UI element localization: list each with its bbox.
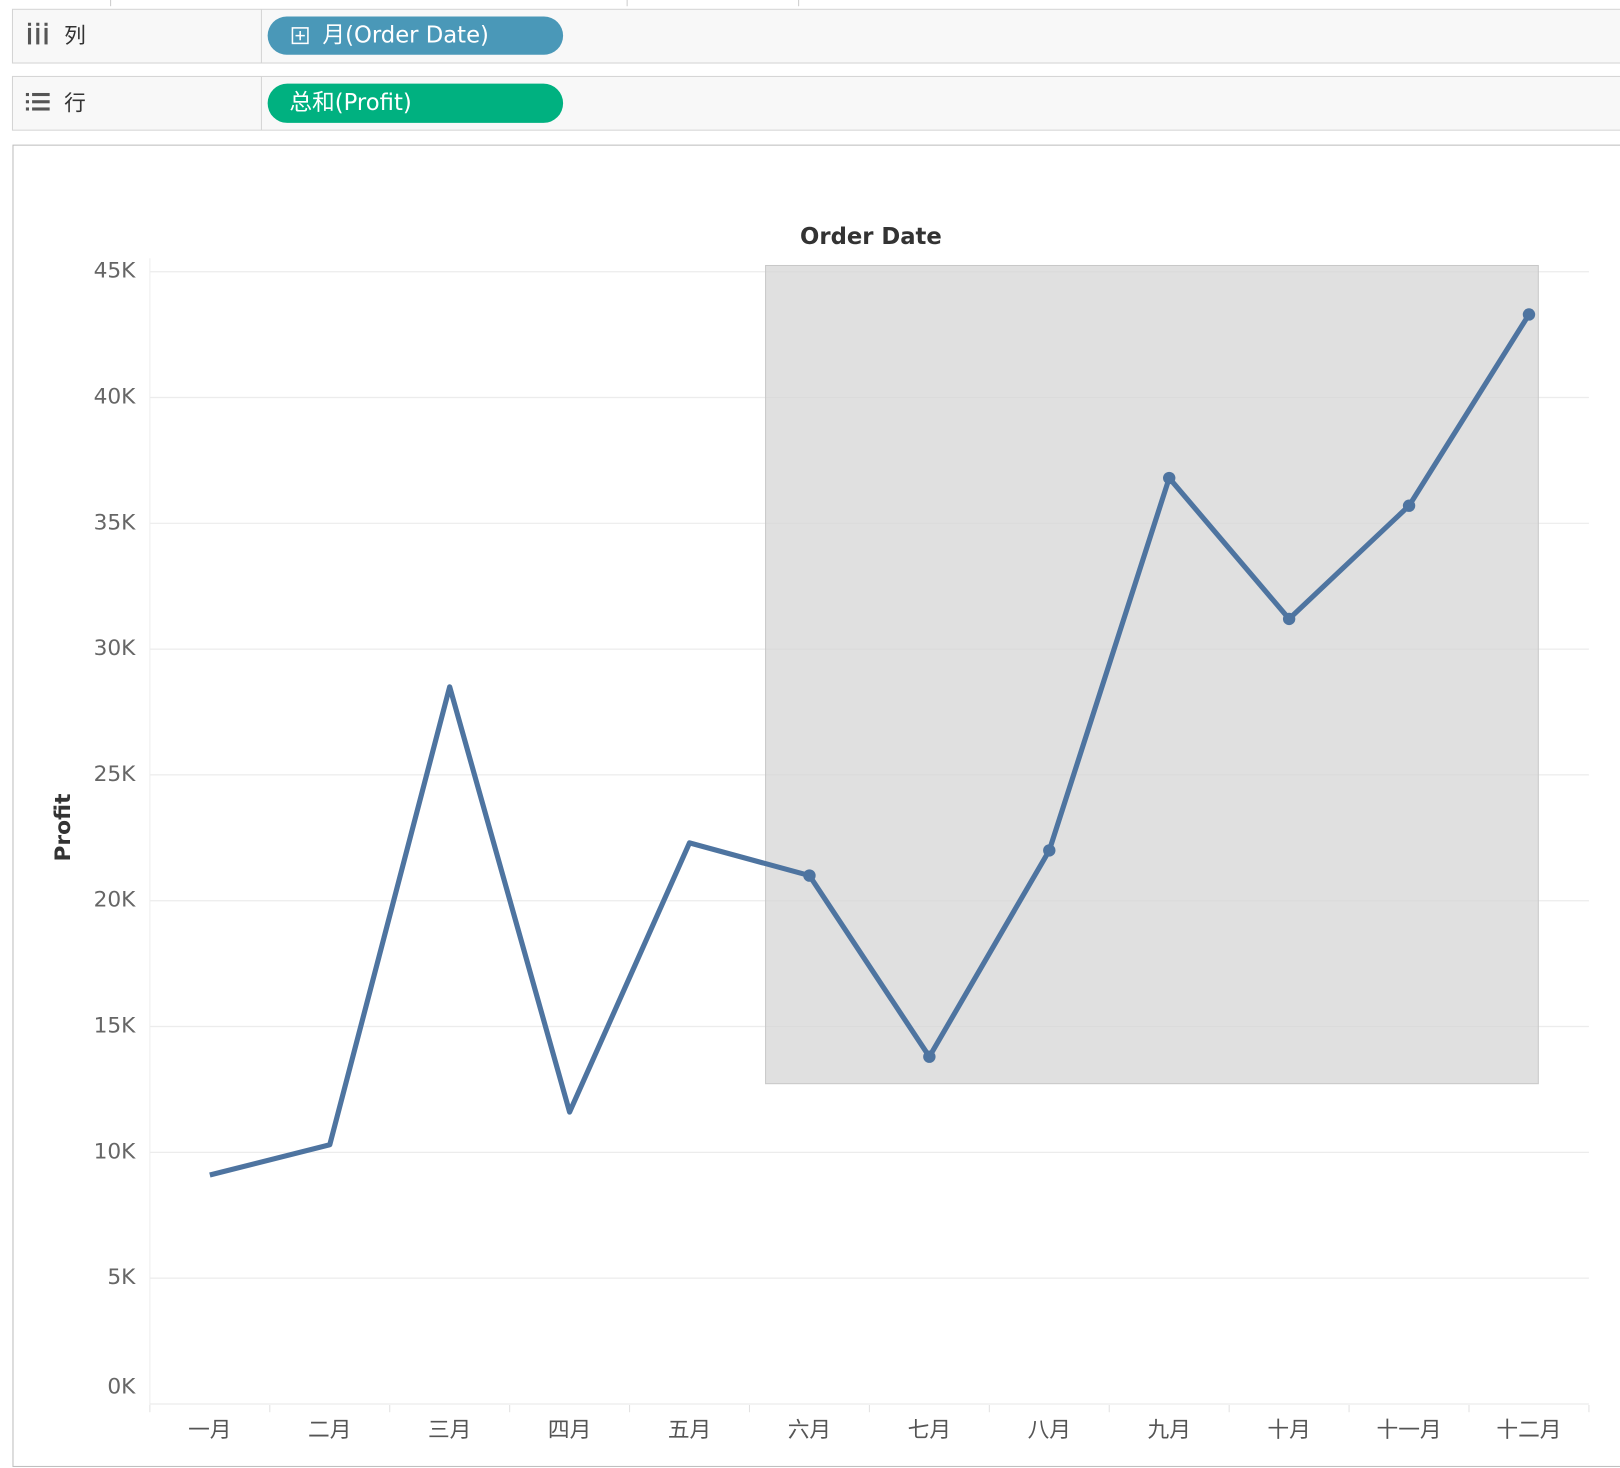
y-axis-title: Profit	[51, 794, 76, 862]
rows-shelf: 行 总和(Profit)	[11, 75, 1620, 131]
pill-text: 总和(Profit)	[289, 90, 411, 116]
y-tick-label: 45K	[94, 259, 137, 284]
plot	[209, 308, 1536, 1178]
x-tick-label: 六月	[788, 1418, 831, 1443]
point-marker	[1522, 308, 1536, 321]
rows-icon	[25, 92, 50, 111]
selection-highlight[interactable]	[765, 264, 1539, 1085]
x-tick-label: 二月	[308, 1418, 351, 1443]
x-tick-label: 十二月	[1496, 1418, 1561, 1443]
y-tick-label: 35K	[94, 510, 137, 535]
y-tick-label: 20K	[94, 888, 137, 913]
point-marker	[1402, 499, 1416, 512]
point-marker	[1282, 612, 1296, 626]
columns-icon	[27, 22, 48, 45]
point-marker	[1043, 844, 1056, 857]
point-marker	[923, 1050, 936, 1063]
columns-shelf: 列 月(Order Date)	[11, 8, 1620, 64]
x-tick-label: 十月	[1267, 1418, 1310, 1443]
expand-icon-plus	[295, 30, 305, 41]
x-tick-label: 八月	[1028, 1418, 1071, 1443]
x-tick-label: 四月	[548, 1418, 591, 1443]
expand-icon[interactable]	[291, 27, 309, 45]
shelf-label: 行	[64, 91, 86, 116]
x-tick-label: 一月	[188, 1418, 231, 1443]
x-tick-label: 五月	[668, 1418, 711, 1443]
y-tick-label: 5K	[107, 1265, 136, 1290]
shelf-bg	[11, 75, 1620, 131]
shelf-label: 列	[64, 24, 86, 49]
pill-text: 月(Order Date)	[322, 23, 489, 49]
point-marker	[1163, 471, 1176, 485]
y-tick-label: 40K	[94, 385, 137, 410]
pill[interactable]	[267, 83, 564, 123]
y-tick-label: 30K	[94, 636, 137, 661]
x-tick-label: 十一月	[1377, 1418, 1442, 1443]
y-tick-label: 15K	[94, 1014, 137, 1039]
y-tick-label: 25K	[94, 762, 137, 787]
column-header: Order Date	[800, 224, 942, 250]
pill[interactable]	[267, 16, 564, 55]
point-marker	[803, 869, 816, 882]
x-tick-label: 九月	[1148, 1418, 1191, 1443]
x-tick-label: 三月	[428, 1418, 471, 1443]
y-tick-label: 0K	[107, 1374, 136, 1399]
line	[209, 313, 1532, 1178]
x-tick-label: 七月	[908, 1418, 951, 1443]
shelf-bg	[11, 8, 1620, 64]
y-tick-label: 10K	[94, 1139, 137, 1164]
